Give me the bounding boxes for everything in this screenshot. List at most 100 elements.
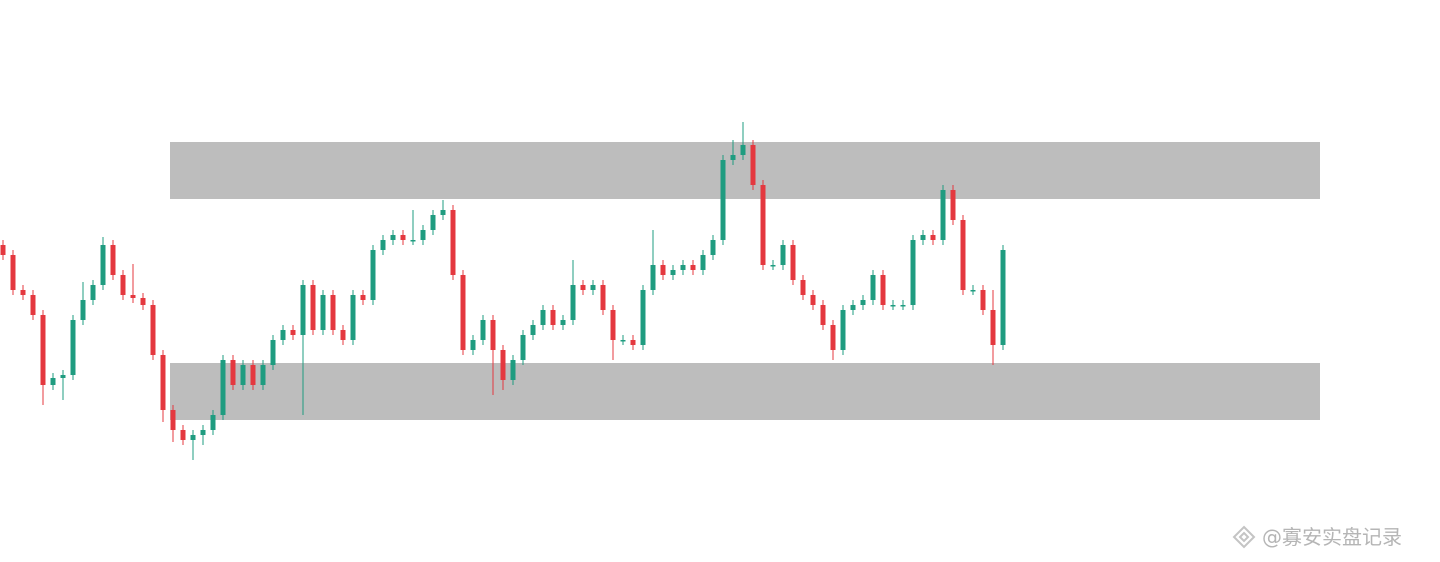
candle-body — [800, 280, 806, 295]
candle-body — [340, 330, 346, 340]
candle-body — [880, 275, 886, 305]
candle-body — [950, 190, 956, 220]
candle-body — [900, 305, 906, 307]
candle-body — [570, 285, 576, 320]
candle-body — [280, 330, 286, 340]
candle-body — [160, 355, 166, 410]
candle-body — [490, 320, 496, 350]
candle-body — [600, 285, 606, 310]
zone — [170, 363, 1320, 420]
candle-body — [770, 265, 776, 267]
candle-body — [320, 295, 326, 330]
candle-body — [110, 245, 116, 275]
candle-body — [630, 340, 636, 345]
candle-body — [100, 245, 106, 285]
candle-body — [500, 350, 506, 380]
candle-body — [650, 265, 656, 290]
candle-body — [120, 275, 126, 295]
candle-body — [460, 275, 466, 350]
candle-body — [520, 335, 526, 360]
candle-body — [680, 265, 686, 270]
candle-body — [790, 245, 796, 280]
candle-body — [230, 360, 236, 385]
candle-body — [580, 285, 586, 290]
candle-body — [710, 240, 716, 255]
candle-body — [890, 305, 896, 307]
candle-body — [70, 320, 76, 375]
candle-body — [10, 255, 16, 290]
candle-body — [150, 305, 156, 355]
candle-body — [850, 305, 856, 310]
candle-body — [290, 330, 296, 335]
candle-body — [550, 310, 556, 325]
candle-body — [660, 265, 666, 275]
candle-body — [220, 360, 226, 415]
candle-body — [450, 210, 456, 275]
candle-body — [250, 365, 256, 385]
candle-body — [840, 310, 846, 350]
candle-body — [20, 290, 26, 295]
candle-body — [410, 240, 416, 242]
candle-body — [530, 325, 536, 335]
candle-body — [420, 230, 426, 240]
candle-body — [910, 240, 916, 305]
candle-body — [620, 340, 626, 342]
candle-body — [780, 245, 786, 265]
candle-body — [510, 360, 516, 380]
candle-body — [240, 365, 246, 385]
candle-body — [1000, 250, 1006, 345]
candle-body — [720, 160, 726, 240]
candle-body — [860, 300, 866, 305]
candle-body — [370, 250, 376, 300]
candle-body — [640, 290, 646, 345]
candle-body — [480, 320, 486, 340]
watermark-icon — [1232, 525, 1256, 549]
candle-body — [440, 210, 446, 215]
candle-body — [360, 295, 366, 300]
candle-body — [0, 245, 6, 255]
candle-body — [180, 430, 186, 440]
candle-body — [610, 310, 616, 340]
candle-body — [380, 240, 386, 250]
candle-body — [930, 235, 936, 240]
candle-body — [990, 310, 996, 345]
candle-body — [190, 435, 196, 440]
candle-body — [760, 185, 766, 265]
candle-body — [310, 285, 316, 330]
candle-body — [750, 145, 756, 185]
candle-body — [970, 290, 976, 292]
candle-body — [90, 285, 96, 300]
candle-body — [140, 298, 146, 305]
candle-body — [270, 340, 276, 365]
candle-body — [740, 145, 746, 155]
candle-body — [810, 295, 816, 305]
candle-body — [590, 285, 596, 290]
candle-body — [40, 315, 46, 385]
candle-body — [170, 410, 176, 430]
candle-body — [560, 320, 566, 325]
watermark: @寡安实盘记录 — [1262, 525, 1402, 549]
candle-body — [130, 295, 136, 298]
candle-body — [210, 415, 216, 430]
candle-body — [920, 235, 926, 240]
candle-body — [50, 378, 56, 385]
candle-body — [470, 340, 476, 350]
candle-body — [30, 295, 36, 315]
candle-body — [350, 295, 356, 340]
candle-body — [870, 275, 876, 300]
candle-body — [330, 295, 336, 330]
candle-body — [260, 365, 266, 385]
candle-body — [80, 300, 86, 320]
candle-body — [430, 215, 436, 230]
candle-body — [700, 255, 706, 270]
candle-body — [980, 290, 986, 310]
candle-body — [60, 375, 66, 378]
candle-body — [540, 310, 546, 325]
candle-body — [300, 285, 306, 335]
candle-body — [730, 155, 736, 160]
candle-body — [690, 265, 696, 270]
candle-body — [940, 190, 946, 240]
candle-body — [390, 235, 396, 240]
candle-body — [820, 305, 826, 325]
